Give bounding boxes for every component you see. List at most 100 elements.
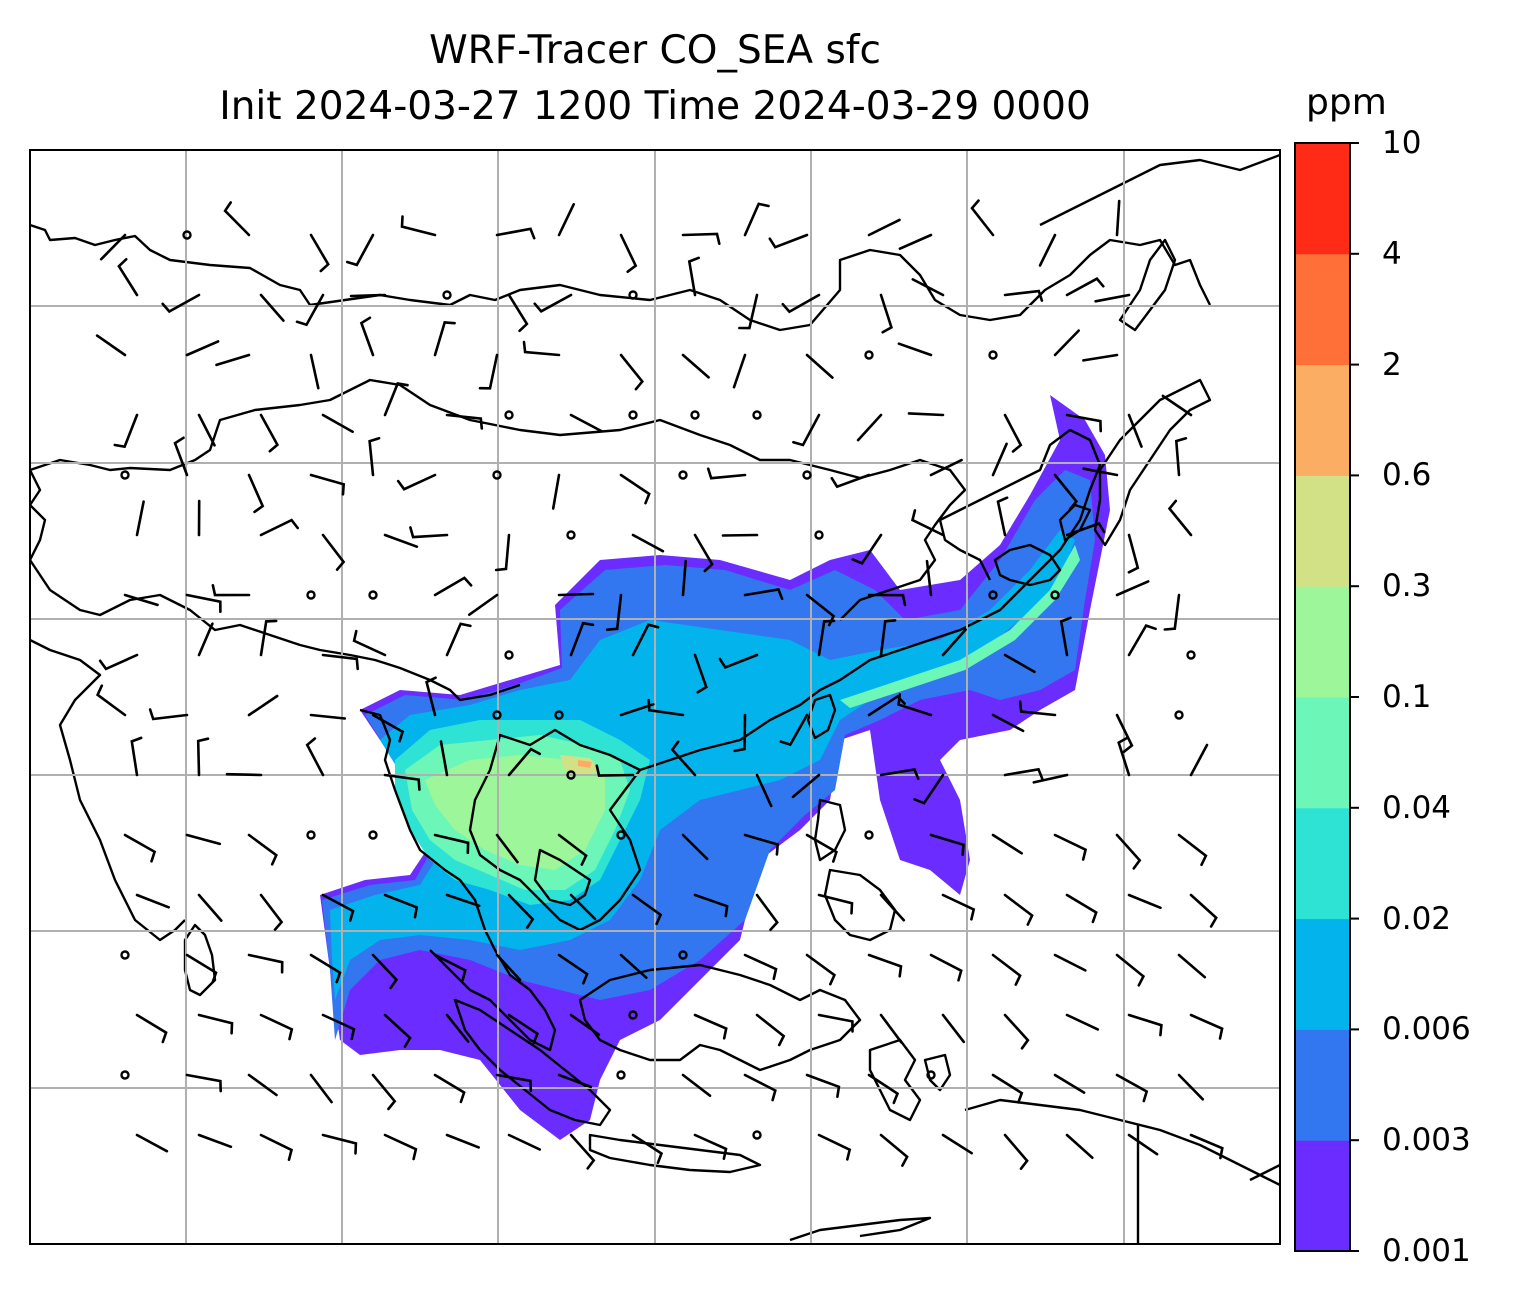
wind-barb	[1032, 773, 1069, 784]
calm-wind-marker	[368, 830, 378, 840]
wind-barb	[1174, 437, 1188, 477]
calm-wind-marker	[1186, 650, 1196, 660]
wind-barb	[1167, 499, 1193, 537]
wind-barb	[321, 893, 355, 922]
colorbar-tick-label: 0.1	[1382, 679, 1432, 715]
wind-barb	[433, 953, 467, 982]
wind-barb	[1053, 329, 1080, 357]
wind-barb	[1115, 833, 1142, 870]
colorbar-tick-label: 0.006	[1382, 1011, 1471, 1048]
calm-wind-marker	[554, 710, 564, 720]
wind-barb	[569, 893, 597, 921]
wind-barb	[185, 593, 222, 613]
wind-barb	[929, 953, 963, 982]
wind-barb	[867, 593, 907, 607]
calm-wind-marker	[752, 410, 762, 420]
wind-barb	[1038, 233, 1057, 267]
wind-barb	[755, 893, 779, 932]
wind-barb	[569, 1013, 601, 1036]
wind-barb	[721, 533, 759, 537]
wind-barb	[805, 953, 837, 986]
wind-barb	[185, 953, 218, 984]
wind-barb	[215, 353, 251, 367]
wind-barb	[98, 653, 139, 671]
wind-barb	[223, 201, 251, 237]
wind-barb	[1053, 953, 1087, 972]
wind-barb	[743, 588, 784, 601]
wind-barb	[817, 893, 854, 915]
wind-barb	[247, 694, 279, 717]
wind-barb	[817, 619, 836, 657]
wind-barb	[743, 1073, 777, 1102]
calm-wind-marker	[988, 350, 998, 360]
wind-barb	[867, 218, 901, 237]
wind-barb	[557, 953, 589, 985]
wind-barb	[1003, 893, 1034, 926]
wind-barb	[941, 1133, 973, 1155]
wind-barb	[123, 593, 159, 607]
colorbar-unit: ppm	[1306, 82, 1387, 123]
wind-barb	[507, 747, 542, 777]
wind-barb	[1115, 580, 1150, 597]
wind-barb	[148, 708, 189, 721]
concentration-band-0.1	[425, 755, 605, 870]
wind-barb	[1177, 833, 1208, 867]
wind-barb	[445, 1133, 480, 1149]
wind-barb	[1127, 893, 1162, 910]
wind-barb	[879, 619, 897, 657]
wind-barb	[1003, 1013, 1030, 1050]
wind-barb	[495, 833, 519, 864]
wind-barb	[605, 593, 623, 631]
wind-barb	[1053, 833, 1088, 861]
wind-barb	[867, 1073, 900, 1105]
wind-barb	[619, 473, 651, 505]
wind-barb	[211, 584, 251, 597]
wind-barb	[557, 592, 595, 597]
calm-wind-marker	[814, 530, 824, 540]
wind-barb	[1115, 713, 1134, 753]
wind-barb	[805, 1073, 841, 1098]
wind-barb	[173, 436, 189, 477]
wind-barb	[681, 833, 709, 861]
wind-barb	[309, 233, 330, 273]
wind-barb	[507, 1133, 542, 1151]
wind-barb	[991, 953, 1022, 986]
wind-barb	[1053, 1073, 1086, 1094]
wind-barb	[792, 413, 821, 447]
colorbar-tick-label: 0.04	[1382, 789, 1452, 826]
map-gridlines	[30, 150, 1280, 1244]
wind-barb	[1065, 521, 1106, 537]
wind-barb	[196, 737, 210, 777]
wind-barb	[631, 623, 660, 657]
wind-barb	[911, 278, 945, 297]
wind-barb	[1003, 653, 1036, 674]
wind-barb	[400, 215, 437, 237]
wind-barb	[732, 353, 747, 389]
calm-wind-marker	[504, 410, 514, 420]
wind-barb	[445, 413, 484, 430]
wind-barb	[631, 533, 665, 553]
colorbar-tick-label: 0.3	[1382, 568, 1432, 605]
wind-barb	[1065, 277, 1105, 297]
wind-barb	[1189, 893, 1218, 928]
wind-barb	[247, 833, 278, 866]
wind-barb	[259, 1133, 294, 1161]
wind-barb	[1065, 413, 1102, 433]
wind-barb	[161, 293, 201, 314]
wind-barb	[135, 1133, 169, 1153]
wind-barb	[123, 833, 157, 863]
calm-wind-marker	[988, 590, 998, 600]
wind-barb	[507, 293, 529, 333]
wind-barb	[309, 953, 342, 984]
calm-wind-marker	[1050, 590, 1060, 600]
wind-barb	[925, 559, 933, 597]
wind-barb	[693, 533, 714, 573]
wind-barb	[309, 1073, 333, 1104]
wind-barb	[478, 353, 499, 390]
wind-barb	[879, 1133, 909, 1167]
wind-barb	[970, 199, 995, 237]
wind-barb	[507, 893, 535, 929]
wind-barb	[321, 533, 346, 571]
wind-barb	[681, 559, 687, 597]
wind-barb	[1127, 1013, 1163, 1037]
